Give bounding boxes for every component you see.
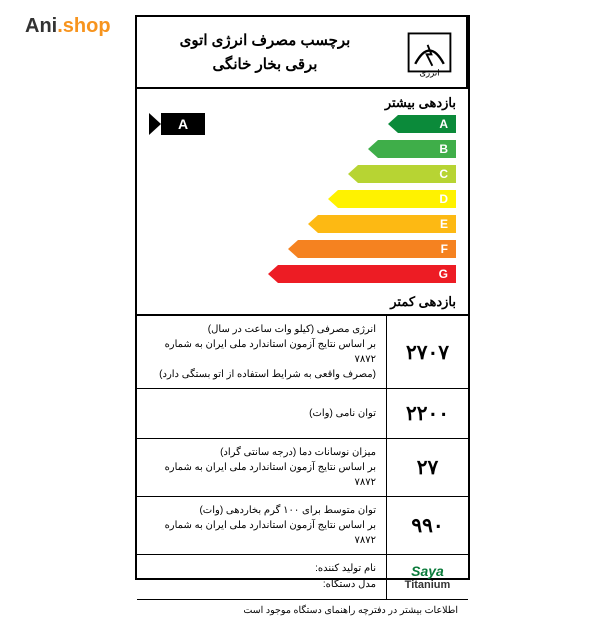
data-value: ۹۹۰ (386, 497, 468, 554)
data-value: ۲۷ (386, 439, 468, 496)
label-title: برچسب مصرف انرژی اتوی برقی بخار خانگی (137, 17, 393, 87)
maker-label: نام تولید کننده: (147, 561, 376, 577)
title-line1: برچسب مصرف انرژی اتوی (145, 29, 385, 53)
data-row: ۲۲۰۰ توان نامی (وات) (137, 389, 468, 439)
site-logo: Ani.shop (25, 15, 111, 38)
desc-line: توان متوسط برای ۱۰۰ گرم بخاردهی (وات) (147, 503, 376, 518)
data-row: ۲۷میزان نوسانات دما (درجه سانتی گراد)بر … (137, 439, 468, 497)
bar-arrow-tip (268, 265, 278, 283)
brand-model: Titanium (405, 579, 451, 591)
logo-part1: Ani (25, 15, 57, 37)
desc-line: (مصرف واقعی به شرایط استفاده از اتو بستگ… (147, 367, 376, 382)
bar-arrow-tip (388, 115, 398, 133)
data-row: ۲۷۰۷انرژی مصرفی (کیلو وات ساعت در سال)بر… (137, 316, 468, 389)
footnote: اطلاعات بیشتر در دفترچه راهنمای دستگاه م… (137, 600, 468, 621)
brand-name: Saya (411, 563, 444, 579)
desc-line: توان نامی (وات) (147, 406, 376, 421)
desc-line: بر اساس نتایج آزمون استاندارد ملی ایران … (147, 460, 376, 490)
efficiency-bar-E: E (308, 215, 456, 233)
bar-label: D (338, 190, 456, 208)
desc-line: میزان نوسانات دما (درجه سانتی گراد) (147, 445, 376, 460)
desc-line: انرژی مصرفی (کیلو وات ساعت در سال) (147, 322, 376, 337)
bar-label: A (398, 115, 456, 133)
efficiency-section: بازدهی بیشتر ABCDEFGA بازدهی کمتر (137, 89, 468, 316)
data-row: ۹۹۰توان متوسط برای ۱۰۰ گرم بخاردهی (وات)… (137, 497, 468, 555)
footer-row: Saya Titanium نام تولید کننده: مدل دستگا… (137, 555, 468, 600)
label-header: انرژی برچسب مصرف انرژی اتوی برقی بخار خا… (137, 17, 468, 89)
footer-desc: نام تولید کننده: مدل دستگاه: (137, 555, 386, 599)
efficiency-bar-G: G (268, 265, 456, 283)
bar-arrow-tip (368, 140, 378, 158)
efficiency-bar-C: C (348, 165, 456, 183)
data-description: توان متوسط برای ۱۰۰ گرم بخاردهی (وات)بر … (137, 497, 386, 554)
efficiency-bars: ABCDEFGA (149, 115, 456, 290)
rating-pointer-tip (149, 113, 161, 135)
energy-label-card: انرژی برچسب مصرف انرژی اتوی برقی بخار خا… (135, 15, 470, 580)
data-description: انرژی مصرفی (کیلو وات ساعت در سال)بر اسا… (137, 316, 386, 388)
data-value: ۲۷۰۷ (386, 316, 468, 388)
data-value: ۲۲۰۰ (386, 389, 468, 438)
bar-arrow-tip (308, 215, 318, 233)
bar-label: G (278, 265, 456, 283)
bar-label: B (378, 140, 456, 158)
data-description: میزان نوسانات دما (درجه سانتی گراد)بر اس… (137, 439, 386, 496)
data-rows-container: ۲۷۰۷انرژی مصرفی (کیلو وات ساعت در سال)بر… (137, 316, 468, 555)
bar-arrow-tip (328, 190, 338, 208)
bar-label: F (298, 240, 456, 258)
logo-part3: shop (63, 15, 111, 37)
bar-arrow-tip (288, 240, 298, 258)
bar-label: C (358, 165, 456, 183)
efficiency-more-label: بازدهی بیشتر (149, 95, 456, 111)
data-description: توان نامی (وات) (137, 389, 386, 438)
energy-logo-icon: انرژی (393, 17, 468, 87)
bar-label: E (318, 215, 456, 233)
svg-text:انرژی: انرژی (419, 67, 439, 78)
efficiency-bar-A: A (388, 115, 456, 133)
desc-line: بر اساس نتایج آزمون استاندارد ملی ایران … (147, 518, 376, 548)
brand-box: Saya Titanium (386, 555, 468, 599)
title-line2: برقی بخار خانگی (145, 53, 385, 77)
rating-pointer: A (149, 113, 205, 135)
bar-arrow-tip (348, 165, 358, 183)
efficiency-bar-B: B (368, 140, 456, 158)
efficiency-bar-D: D (328, 190, 456, 208)
efficiency-bar-F: F (288, 240, 456, 258)
efficiency-less-label: بازدهی کمتر (149, 294, 456, 310)
desc-line: بر اساس نتایج آزمون استاندارد ملی ایران … (147, 337, 376, 367)
model-label: مدل دستگاه: (147, 577, 376, 593)
rating-letter: A (161, 113, 205, 135)
